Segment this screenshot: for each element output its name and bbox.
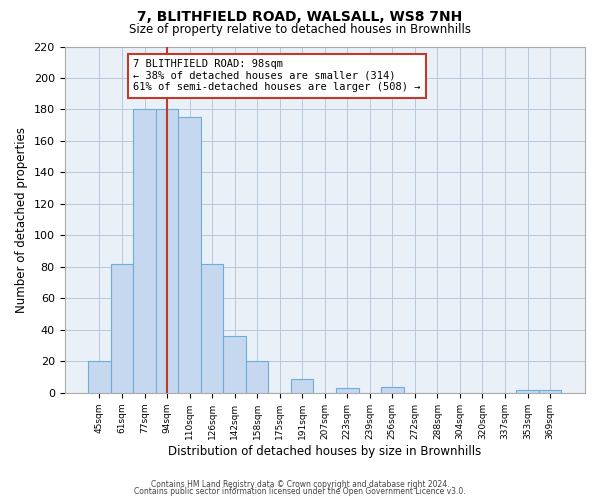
Bar [156,110,178,393]
Bar [381,386,404,393]
Text: Contains public sector information licensed under the Open Government Licence v3: Contains public sector information licen… [134,487,466,496]
Bar [111,264,133,393]
Bar [539,390,562,393]
Text: Size of property relative to detached houses in Brownhills: Size of property relative to detached ho… [129,22,471,36]
Bar [516,390,539,393]
X-axis label: Distribution of detached houses by size in Brownhills: Distribution of detached houses by size … [168,444,481,458]
Y-axis label: Number of detached properties: Number of detached properties [15,126,28,312]
Bar [88,362,111,393]
Text: 7 BLITHFIELD ROAD: 98sqm
← 38% of detached houses are smaller (314)
61% of semi-: 7 BLITHFIELD ROAD: 98sqm ← 38% of detach… [133,59,421,92]
Bar [223,336,246,393]
Text: 7, BLITHFIELD ROAD, WALSALL, WS8 7NH: 7, BLITHFIELD ROAD, WALSALL, WS8 7NH [137,10,463,24]
Bar [201,264,223,393]
Bar [178,118,201,393]
Bar [246,362,268,393]
Text: Contains HM Land Registry data © Crown copyright and database right 2024.: Contains HM Land Registry data © Crown c… [151,480,449,489]
Bar [336,388,359,393]
Bar [133,110,156,393]
Bar [291,378,313,393]
